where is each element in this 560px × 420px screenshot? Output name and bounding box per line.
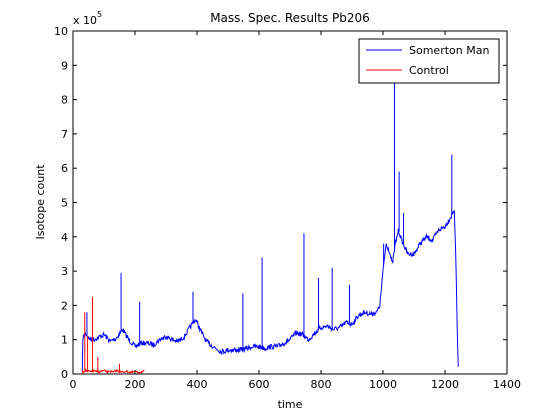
y-tick-label: 0 [61, 368, 68, 381]
y-multiplier-exponent: 5 [97, 10, 102, 19]
legend-box [358, 38, 500, 84]
y-multiplier: x 10 5 [73, 10, 102, 27]
series-layer [81, 75, 459, 375]
plot-frame [72, 30, 508, 375]
y-tick-label: 1 [61, 334, 68, 347]
legend: Somerton Man Control [358, 38, 500, 84]
y-tick-label: 2 [61, 299, 68, 312]
legend-label: Control [409, 64, 449, 77]
y-tick-label: 4 [61, 231, 68, 244]
y-axis-label: Isotope count [34, 164, 47, 240]
chart-title: Mass. Spec. Results Pb206 [210, 11, 370, 25]
y-tick-label: 8 [61, 94, 68, 107]
y-tick-label: 10 [54, 25, 68, 38]
x-tick-label: 600 [249, 378, 270, 391]
x-axis-label: time [278, 398, 303, 411]
x-tick-label: 1200 [431, 378, 459, 391]
x-tick-label: 1000 [369, 378, 397, 391]
x-tick-label: 200 [125, 378, 146, 391]
y-tick-label: 6 [61, 162, 68, 175]
ticks-layer: 0 200 400 600 800 1000 1200 1400 0 1 2 3 4 5 6 7 8 9 10 [54, 25, 521, 391]
y-tick-label: 3 [61, 265, 68, 278]
x-tick-label: 400 [187, 378, 208, 391]
legend-label: Somerton Man [409, 44, 489, 57]
plot-area [73, 31, 507, 374]
y-tick-label: 9 [61, 59, 68, 72]
y-multiplier-base: x 10 [73, 14, 97, 27]
y-tick-label: 7 [61, 128, 68, 141]
y-tick-label: 5 [61, 197, 68, 210]
x-tick-label: 0 [70, 378, 77, 391]
series-line-0 [81, 210, 459, 372]
x-tick-label: 1400 [493, 378, 521, 391]
series-line-1 [81, 368, 145, 375]
x-tick-label: 800 [311, 378, 332, 391]
